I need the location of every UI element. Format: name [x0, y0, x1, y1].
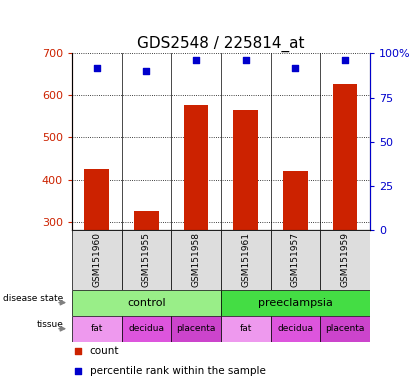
Text: decidua: decidua — [128, 324, 164, 333]
Text: GSM151960: GSM151960 — [92, 232, 101, 287]
Bar — [221, 230, 270, 290]
Text: GSM151961: GSM151961 — [241, 232, 250, 287]
Text: GSM151958: GSM151958 — [192, 232, 201, 287]
Text: fat: fat — [240, 324, 252, 333]
Text: placenta: placenta — [326, 324, 365, 333]
Text: disease state: disease state — [3, 294, 63, 303]
Bar — [184, 105, 208, 230]
Text: count: count — [90, 346, 119, 356]
Title: GDS2548 / 225814_at: GDS2548 / 225814_at — [137, 36, 305, 52]
Bar — [171, 230, 221, 290]
Bar — [332, 84, 358, 230]
Point — [292, 65, 299, 71]
Text: preeclampsia: preeclampsia — [258, 298, 333, 308]
Bar — [320, 316, 370, 342]
Text: decidua: decidua — [277, 324, 314, 333]
Bar — [84, 169, 109, 230]
Text: percentile rank within the sample: percentile rank within the sample — [90, 366, 266, 376]
Bar — [171, 316, 221, 342]
Text: GSM151957: GSM151957 — [291, 232, 300, 287]
Bar — [270, 316, 320, 342]
Bar — [270, 230, 320, 290]
Text: fat: fat — [90, 324, 103, 333]
Bar — [72, 316, 122, 342]
Bar — [221, 290, 370, 316]
Bar — [233, 110, 258, 230]
Bar — [122, 316, 171, 342]
Text: tissue: tissue — [37, 320, 63, 329]
Bar — [283, 171, 308, 230]
Bar — [134, 211, 159, 230]
Bar — [72, 230, 122, 290]
Text: GSM151959: GSM151959 — [341, 232, 350, 287]
Point — [75, 367, 81, 374]
Text: GSM151955: GSM151955 — [142, 232, 151, 287]
Bar — [221, 316, 270, 342]
Point — [143, 68, 150, 74]
Bar — [320, 230, 370, 290]
Point — [193, 57, 199, 63]
Point — [93, 65, 100, 71]
Bar — [122, 230, 171, 290]
Point — [342, 57, 349, 63]
Text: control: control — [127, 298, 166, 308]
Text: placenta: placenta — [176, 324, 216, 333]
Point — [75, 348, 81, 354]
Bar — [72, 290, 221, 316]
Point — [242, 57, 249, 63]
